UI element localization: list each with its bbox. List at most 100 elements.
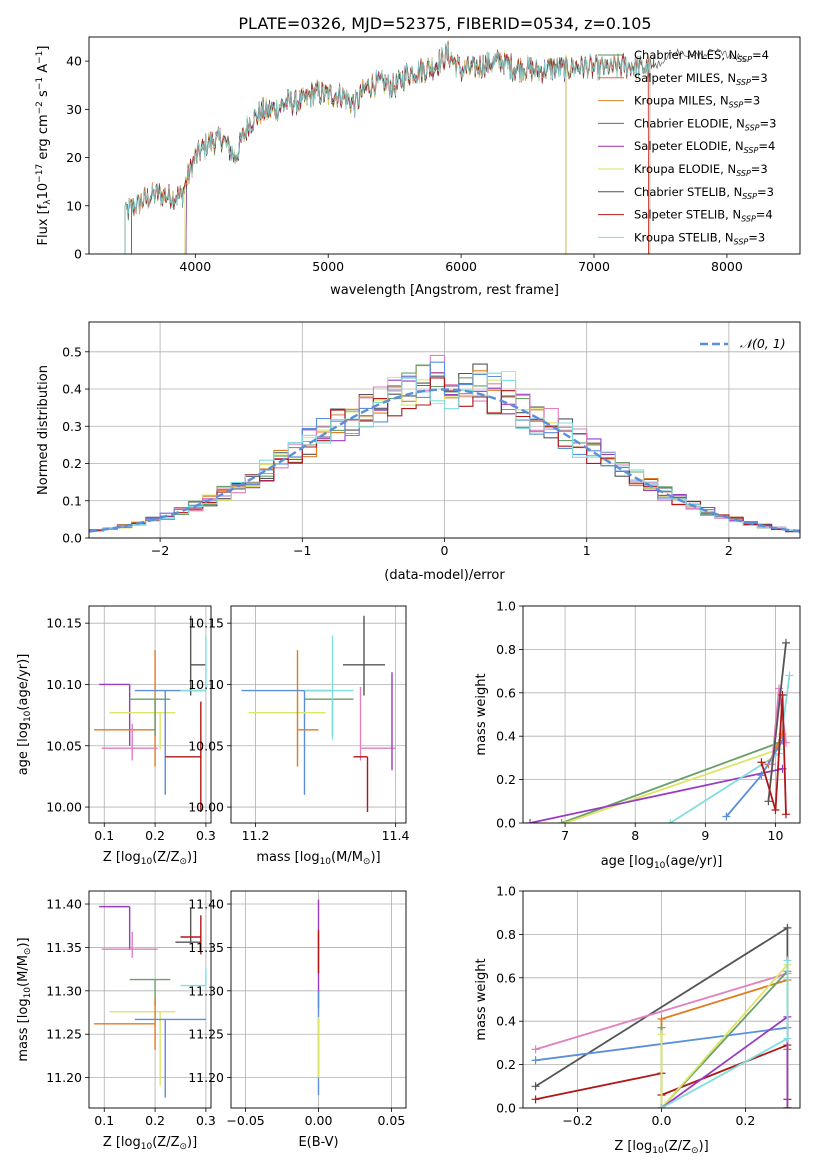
y-tick-label: 0.4 [496,1014,516,1029]
x-axis-label: Z [log10(Z/Z⊙)] [614,1139,708,1156]
y-tick-label: 1.0 [496,599,516,614]
x-tick-label: −2 [151,543,169,558]
axes-frame [88,890,212,1109]
data-point [101,723,158,761]
axes-frame [88,36,801,255]
x-tick-label: 11.2 [242,828,270,843]
axes-spectrum: 4000 5000 6000 7000 8000 0 10 20 30 40 Chabrier MI… [35,36,801,298]
axes-mass-vs-Z: 0.1 0.2 0.3 11.20 11.25 11.30 11.35 11.40 Z [log… [16,890,216,1152]
data-point [94,650,156,767]
x-tick-label: −0.05 [226,1113,264,1128]
x-axis-label: mass [log10(M/M⊙)] [256,850,380,867]
y-tick-label: 0.0 [496,1101,516,1116]
y-tick-label: 0.4 [62,382,82,397]
plot-area-age-vs-mass [241,615,396,812]
y-axis-label: mass [log10(M/M⊙)] [16,937,33,1061]
y-tick-label: 0.5 [62,344,82,359]
data-point [94,997,156,1050]
y-tick-label: 10.05 [188,738,224,753]
plot-area-residuals [89,354,800,534]
x-axis-label: E(B-V) [298,1135,338,1150]
spectrum-series [124,46,651,254]
y-tick-label: 10.05 [46,738,82,753]
x-tick-label: −1 [293,543,311,558]
plot-area-mass-vs-Z [94,905,207,1098]
y-tick-label: 0.2 [62,456,82,471]
data-point [109,711,176,750]
y-axis-label: mass weight [474,673,489,755]
axes-frame [88,605,212,824]
y-tick-label: 10.00 [46,800,82,815]
legend-entry: Salpeter ELODIE, NSSP=4 [634,139,775,155]
y-tick-label: 10.10 [188,677,224,692]
y-tick-label: 10.15 [46,616,82,631]
residual-histogram [89,372,800,533]
weight-marker [531,1045,540,1054]
normal-reference-curve [89,388,800,533]
y-tick-label: 11.35 [188,940,224,955]
x-tick-label: 8 [631,828,639,843]
legend-entry: Kroupa STELIB, NSSP=3 [634,230,765,246]
y-tick-label: 0.6 [496,970,516,985]
spectrum-series [131,41,649,254]
axes-frame [230,605,407,824]
data-point [343,615,385,696]
data-point [180,968,207,987]
data-point [296,650,319,767]
data-point [359,686,396,761]
x-tick-label: 0.00 [305,1113,333,1128]
data-point [165,701,202,812]
x-tick-label: 4000 [179,259,211,274]
y-tick-label: 20 [66,150,82,165]
x-axis-label: Z [log10(Z/Z⊙)] [103,850,197,867]
y-tick-label: 0.8 [496,927,516,942]
plot-area-weight-vs-Z [531,923,792,1108]
plot-area-age-vs-Z [94,615,207,812]
x-axis-label: age [log10(age/yr)] [601,854,723,871]
weight-marker [526,819,535,823]
y-tick-label: 0.0 [496,816,516,831]
axes-age-vs-mass: 11.2 11.4 10.00 10.05 10.10 10.15 mass [log10(… [188,605,410,867]
axes-frame [88,321,801,539]
legend-entry: Salpeter STELIB, NSSP=4 [634,208,773,224]
y-tick-label: 11.25 [46,1027,82,1042]
y-tick-label: 0.1 [62,493,82,508]
legend-entry: Chabrier MILES, NSSP=4 [634,48,769,64]
y-tick-label: 11.40 [188,897,224,912]
weight-marker [781,810,790,819]
x-tick-label: 8000 [711,259,743,274]
y-tick-label: 10 [66,198,82,213]
x-tick-label: 5000 [312,259,344,274]
legend-entry: Kroupa ELODIE, NSSP=3 [634,162,768,178]
x-tick-label: 0.2 [735,1113,755,1128]
weight-series [660,1015,789,1108]
y-tick-label: 11.20 [46,1070,82,1085]
weight-marker [778,690,787,699]
x-axis-label: (data-model)/error [384,568,505,583]
x-tick-label: 0.1 [94,1113,114,1128]
weight-marker [757,771,766,780]
weight-marker [722,812,731,821]
weight-marker [764,797,773,806]
x-tick-label: 11.4 [382,828,410,843]
axes-frame [230,890,407,1109]
y-tick-label: 40 [66,54,82,69]
plot-area-spectrum [124,40,747,254]
y-tick-label: 0.6 [496,685,516,700]
x-tick-label: 0.1 [94,828,114,843]
spectrum-series [124,43,651,254]
weight-marker [781,638,790,647]
data-point [99,683,131,746]
y-tick-label: 0.2 [496,1057,516,1072]
data-point [180,635,207,692]
axes-residuals: −2 −1 0 1 2 0.0 0.1 0.2 0.3 0.4 0.5 𝒩(0, 1) (data-mo… [36,321,801,583]
weight-marker [531,1095,540,1104]
axes-weight-vs-Z: −0.2 0.0 0.2 0.0 0.2 0.4 0.6 0.8 1.0 Z [log10(Z/Z… [474,884,801,1156]
weight-series [767,642,787,802]
y-tick-label: 11.20 [188,1070,224,1085]
y-tick-label: 1.0 [496,884,516,899]
axes-frame [522,890,801,1109]
axes-mass-vs-EBV: −0.05 0.00 0.05 11.20 11.25 11.30 11.35 11.40 E(… [188,890,407,1150]
y-tick-label: 0.0 [62,531,82,546]
